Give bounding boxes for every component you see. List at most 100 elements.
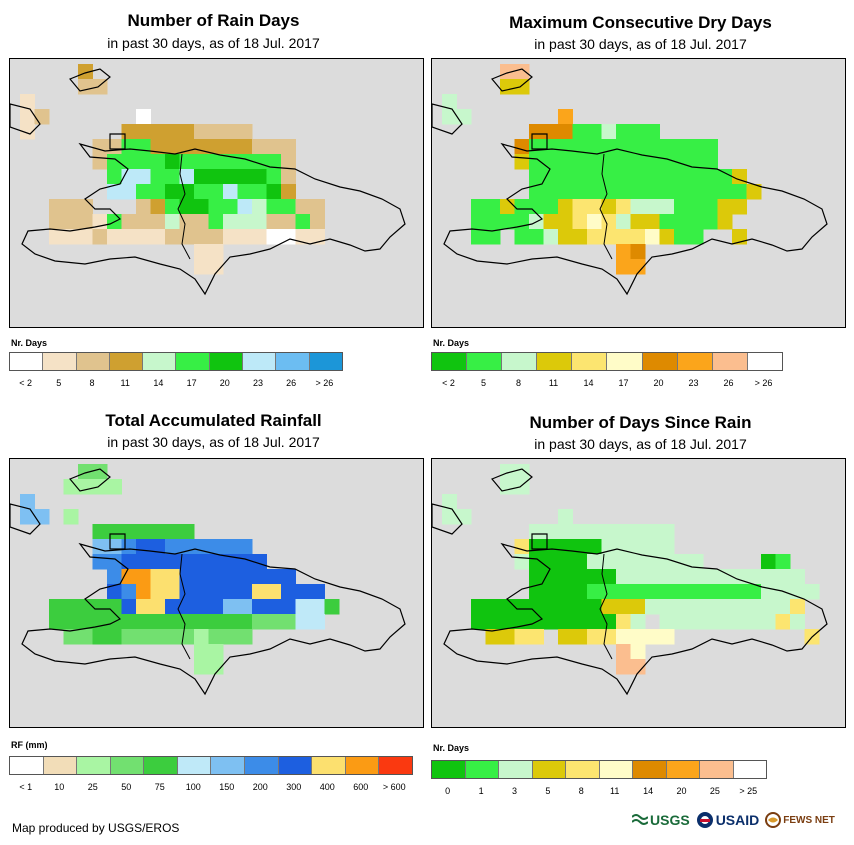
coastline <box>109 133 126 150</box>
grid-cell <box>237 214 253 230</box>
grid-cell <box>529 154 544 170</box>
grid-cell <box>630 139 646 155</box>
grid-cell <box>790 569 805 585</box>
grid-cell <box>485 199 501 215</box>
legend-bar <box>431 352 783 371</box>
grid-cell <box>92 139 108 155</box>
legend-swatch <box>607 353 643 370</box>
grid-cell <box>630 629 646 645</box>
grid-cell <box>92 539 108 555</box>
grid-cell <box>107 584 122 600</box>
grid-cell <box>558 569 573 585</box>
grid-cell <box>746 584 762 600</box>
grid-cell <box>295 214 311 230</box>
grid-cell <box>136 199 151 215</box>
grid-cell <box>688 199 704 215</box>
legend-label: < 1 <box>19 782 33 792</box>
grid-cell <box>500 629 515 645</box>
fews-logo: FEWS NET <box>765 812 835 828</box>
coastline <box>10 103 41 135</box>
grid-cell <box>194 244 209 260</box>
grid-cell <box>310 614 325 630</box>
grid-cell <box>790 599 805 615</box>
grid-cell <box>165 184 180 200</box>
grid-cell <box>558 599 573 615</box>
grid-cell <box>717 584 733 600</box>
grid-cell <box>165 199 180 215</box>
grid-cell <box>572 524 588 540</box>
grid-cell <box>295 229 311 245</box>
panel-subtitle: in past 30 days, as of 18 Jul. 2017 <box>107 434 320 450</box>
grid-cell <box>601 154 617 170</box>
grid-cell <box>645 629 660 645</box>
grid-cell <box>674 554 689 570</box>
legend-swatch <box>10 353 44 370</box>
grid-cell <box>703 569 718 585</box>
legend-swatch <box>276 353 310 370</box>
legend-swatch <box>499 761 533 778</box>
grid-cell <box>78 79 93 95</box>
grid-cell <box>587 599 602 615</box>
grid-cell <box>266 229 282 245</box>
grid-cell <box>92 229 108 245</box>
grid-cell <box>587 554 602 570</box>
grid-cell <box>630 199 646 215</box>
fews-logo-text: FEWS NET <box>783 814 835 826</box>
grid-cell <box>703 584 718 600</box>
grid-cell <box>281 614 296 630</box>
grid-cell <box>165 229 180 245</box>
grid-cell <box>514 64 530 80</box>
grid-cell <box>121 524 137 540</box>
grid-cell <box>281 154 296 170</box>
grid-cell <box>194 629 209 645</box>
legend-label: 100 <box>185 782 201 792</box>
grid-cell <box>674 214 689 230</box>
grid-cell <box>107 554 122 570</box>
grid-cell <box>208 259 224 275</box>
legend-label: 25 <box>709 786 720 796</box>
grid-cell <box>107 479 122 495</box>
grid-cell <box>761 599 776 615</box>
legend-label: 17 <box>618 378 629 388</box>
grid-cell <box>572 584 588 600</box>
grid-cell <box>659 584 675 600</box>
legend-label: 10 <box>54 782 65 792</box>
grid-cell <box>179 184 195 200</box>
legend-swatch <box>176 353 210 370</box>
panel-subtitle: in past 30 days, as of 18 Jul. 2017 <box>534 36 747 52</box>
grid-cell <box>572 629 588 645</box>
grid-cell <box>150 184 166 200</box>
grid-cell <box>20 94 35 110</box>
grid-cell <box>616 599 631 615</box>
grid-cell <box>237 539 253 555</box>
grid-cell <box>688 569 704 585</box>
grid-cell <box>223 614 238 630</box>
legend-label: 8 <box>515 378 522 388</box>
grid-cell <box>78 599 93 615</box>
grid-cell <box>645 569 660 585</box>
usgs-logo: USGS <box>632 812 690 828</box>
grid-cell <box>630 259 646 275</box>
grid-cell <box>630 184 646 200</box>
grid-cell <box>804 584 820 600</box>
grid-cell <box>179 569 195 585</box>
grid-cell <box>107 139 122 155</box>
grid-cell <box>471 199 486 215</box>
grid-cell <box>266 599 282 615</box>
grid-cell <box>266 154 282 170</box>
grid-cell <box>529 229 544 245</box>
grid-cell <box>150 154 166 170</box>
panel-title: Number of Days Since Rain <box>529 413 752 432</box>
legend-swatch <box>532 761 566 778</box>
grid-cell <box>485 599 501 615</box>
grid-cell <box>558 524 573 540</box>
grid-cell <box>587 629 602 645</box>
grid-cell <box>252 184 267 200</box>
grid-cell <box>63 479 79 495</box>
coastline <box>21 542 406 696</box>
legend-label: 5 <box>545 786 551 796</box>
grid-cell <box>78 479 93 495</box>
legend-swatch <box>77 757 111 774</box>
grid-cell <box>165 554 180 570</box>
grid-cell <box>20 124 35 140</box>
